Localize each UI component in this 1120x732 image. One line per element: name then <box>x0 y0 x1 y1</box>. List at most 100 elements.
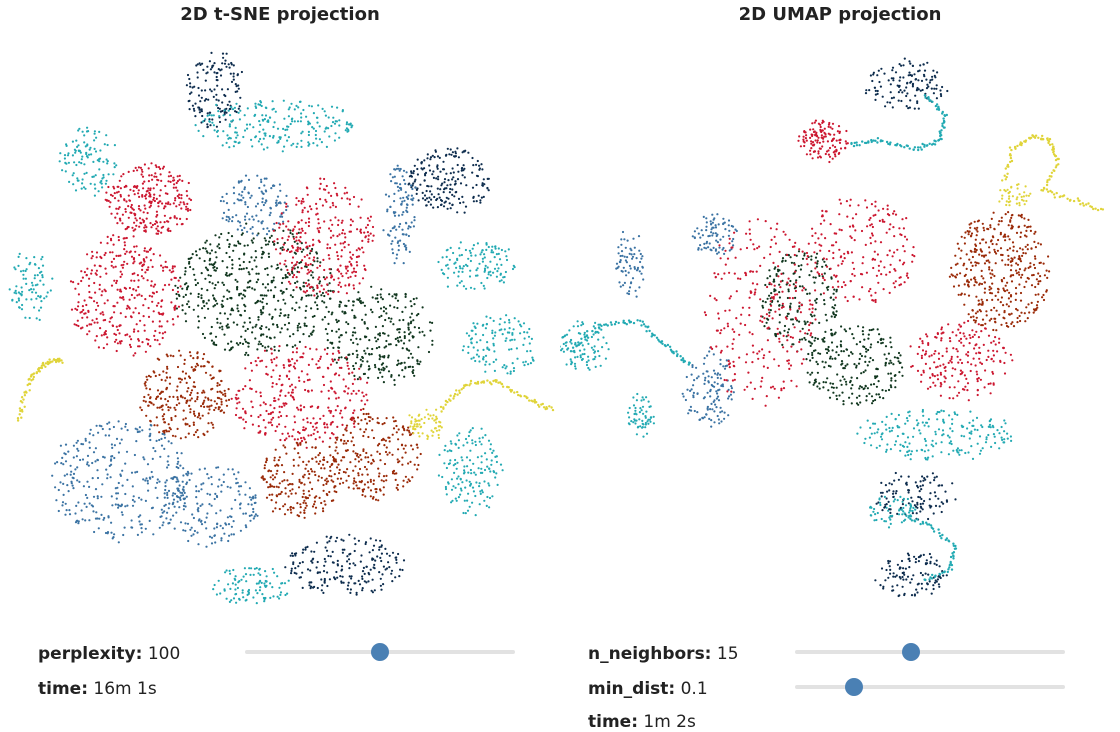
data-point <box>140 531 143 534</box>
data-point <box>466 441 469 444</box>
data-point <box>398 319 401 322</box>
data-point <box>252 517 255 520</box>
tsne-cluster-red <box>272 177 375 297</box>
data-point <box>155 165 158 169</box>
data-point <box>402 169 406 172</box>
data-point <box>515 347 519 350</box>
data-point <box>510 348 513 351</box>
data-point <box>269 476 272 479</box>
data-point <box>82 308 85 312</box>
data-point <box>337 258 340 261</box>
data-point <box>361 318 364 321</box>
data-point <box>305 265 308 268</box>
data-point <box>323 564 326 567</box>
data-point <box>271 493 274 496</box>
data-point <box>17 264 20 267</box>
data-point <box>245 123 249 126</box>
data-point <box>260 325 263 328</box>
data-point <box>286 479 289 482</box>
data-point <box>156 481 159 484</box>
data-point <box>109 476 112 479</box>
data-point <box>314 133 317 137</box>
data-point <box>365 451 368 455</box>
data-point <box>316 560 319 564</box>
data-point <box>492 319 495 322</box>
tsne-cluster-teal <box>8 252 54 321</box>
data-point <box>127 170 130 173</box>
data-point <box>326 346 329 350</box>
data-point <box>160 405 163 408</box>
data-point <box>336 563 339 566</box>
data-point <box>196 71 199 74</box>
data-point <box>345 292 348 295</box>
data-point <box>347 322 350 326</box>
data-point <box>457 275 460 278</box>
data-point <box>267 486 270 489</box>
data-point <box>108 205 111 208</box>
data-point <box>319 261 322 264</box>
data-point <box>496 270 499 273</box>
data-point <box>285 414 288 418</box>
data-point <box>276 469 279 472</box>
data-point <box>132 189 135 192</box>
data-point <box>464 248 467 252</box>
data-point <box>301 551 304 554</box>
data-point <box>72 183 75 186</box>
data-point <box>333 460 336 463</box>
data-point <box>304 546 307 549</box>
data-point <box>247 592 250 596</box>
data-point <box>498 280 501 283</box>
data-point <box>145 338 148 341</box>
data-point <box>345 267 348 270</box>
data-point <box>266 227 269 230</box>
data-point <box>122 263 125 266</box>
data-point <box>309 481 312 484</box>
data-point <box>342 242 345 245</box>
data-point <box>355 249 358 252</box>
data-point <box>133 212 136 215</box>
data-point <box>265 575 268 578</box>
data-point <box>219 312 222 315</box>
data-point <box>292 235 295 238</box>
data-point <box>304 388 307 392</box>
data-point <box>148 200 151 203</box>
data-point <box>493 334 496 337</box>
data-point <box>116 288 119 291</box>
data-point <box>198 248 201 251</box>
tsne-cluster-navy <box>407 147 490 214</box>
data-point <box>175 205 178 208</box>
data-point <box>312 325 315 328</box>
data-point <box>199 520 203 523</box>
data-point <box>312 432 315 435</box>
data-point <box>201 120 205 123</box>
data-point <box>227 216 230 219</box>
data-point <box>300 250 303 253</box>
data-point <box>316 257 319 260</box>
data-point <box>347 558 351 561</box>
data-point <box>221 88 224 91</box>
data-point <box>112 425 115 429</box>
data-point <box>356 228 359 231</box>
data-point <box>143 226 146 229</box>
data-point <box>205 250 208 253</box>
data-point <box>227 523 231 526</box>
data-point <box>317 229 320 232</box>
data-point <box>346 560 349 563</box>
data-point <box>291 483 294 486</box>
data-point <box>419 360 422 363</box>
data-point <box>403 179 406 182</box>
data-point <box>125 250 128 253</box>
data-point <box>81 305 84 308</box>
data-point <box>354 458 357 461</box>
data-point <box>361 277 365 280</box>
data-point <box>181 494 185 497</box>
data-point <box>443 187 447 190</box>
data-point <box>338 356 341 359</box>
data-point <box>352 469 355 472</box>
data-point <box>112 266 115 269</box>
data-point <box>423 334 426 337</box>
data-point <box>219 592 222 595</box>
data-point <box>442 205 446 208</box>
data-point <box>470 341 473 344</box>
data-point <box>141 170 144 173</box>
